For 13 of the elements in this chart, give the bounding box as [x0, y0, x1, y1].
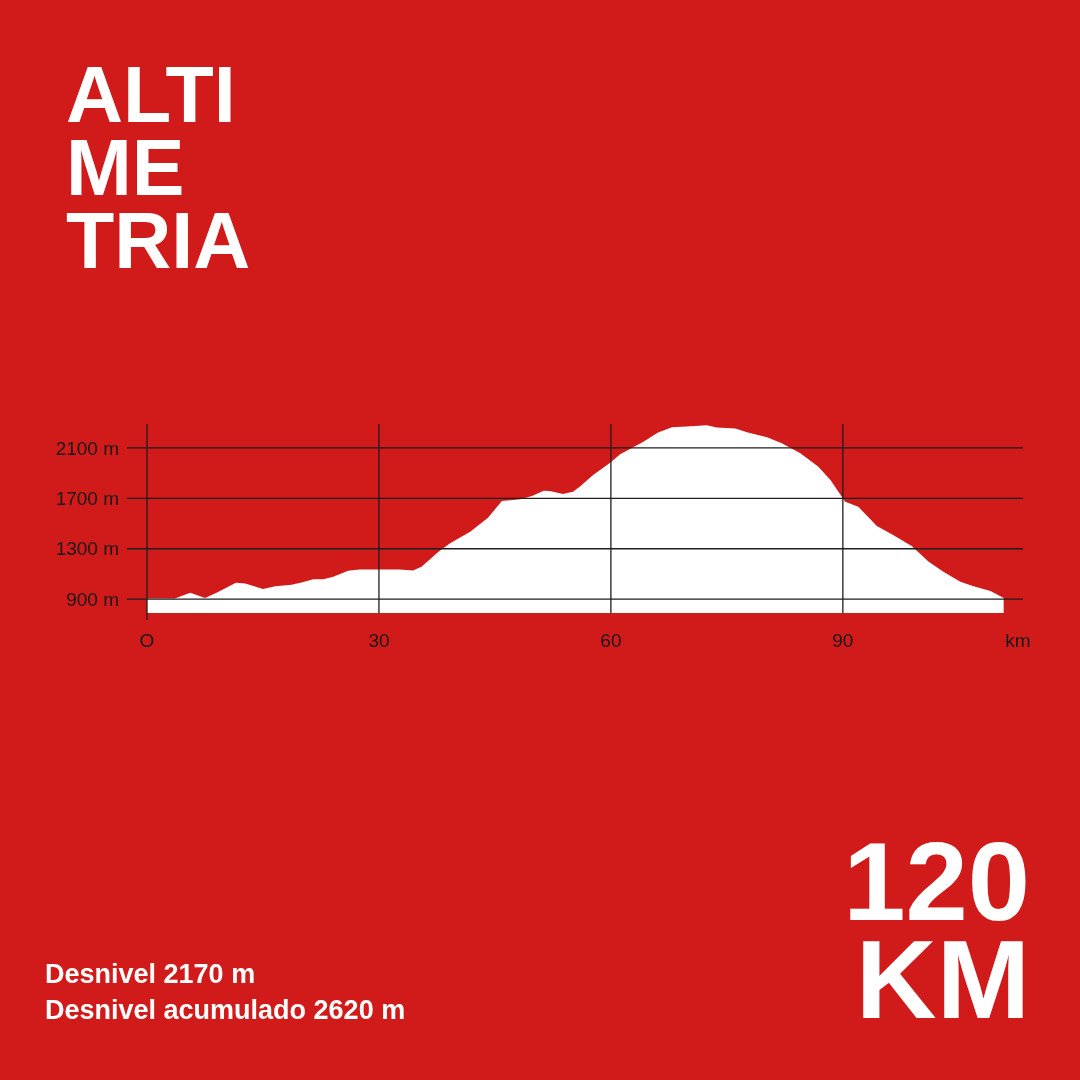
- y-tick-label: 900 m: [66, 588, 119, 610]
- y-tick-label: 2100 m: [55, 437, 119, 459]
- x-tick-label: 30: [368, 630, 390, 651]
- text: Desnivel acumulado 2620 m: [45, 995, 406, 1025]
- x-tick-label: 90: [832, 630, 854, 651]
- y-tick-label: 1300 m: [55, 538, 119, 560]
- x-tick-label: 60: [600, 630, 622, 651]
- text: 120 KM: [843, 819, 1030, 1042]
- y-tick-label: 1700 m: [55, 487, 119, 509]
- text: Desnivel 2170 m: [45, 959, 256, 989]
- x-tick-label: O: [139, 630, 155, 651]
- x-axis-title: km: [1005, 630, 1031, 651]
- chart-title: ALTI ME TRIA: [66, 50, 251, 285]
